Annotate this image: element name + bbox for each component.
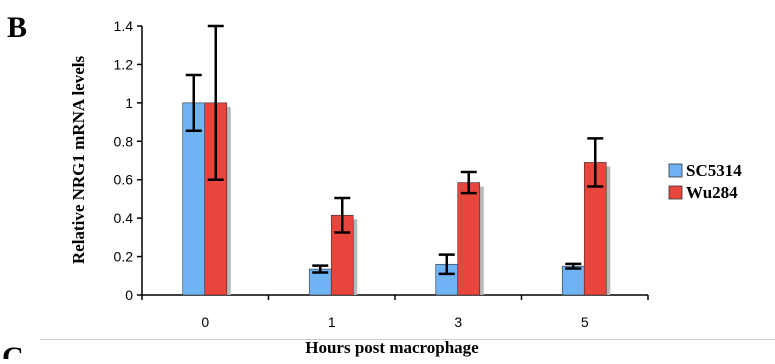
y-tick-label: 1.4 <box>114 18 134 34</box>
legend-label-sc5314: SC5314 <box>686 161 742 180</box>
y-tick-label: 0 <box>125 287 133 303</box>
y-tick-label: 1.2 <box>114 56 134 72</box>
legend: SC5314 Wu284 <box>668 161 742 202</box>
y-tick-label: 0.8 <box>114 133 134 149</box>
panel-label-b: B <box>7 11 27 44</box>
y-tick-label: 1 <box>125 95 133 111</box>
y-axis-title: Relative NRG1 mRNA levels <box>69 56 88 265</box>
bar-sc5314-5 <box>561 265 585 296</box>
legend-swatch-wu284 <box>668 185 683 200</box>
legend-swatch-sc5314 <box>668 163 683 178</box>
x-tick-label: 5 <box>581 314 589 330</box>
y-tick-label: 0.4 <box>114 210 134 226</box>
x-tick-label: 1 <box>328 314 336 330</box>
x-axis-title: Hours post macrophage <box>305 338 479 357</box>
bar-wu284-3 <box>457 182 481 296</box>
panel-label-c: C <box>2 341 24 359</box>
panel-c-border <box>40 339 775 340</box>
legend-label-wu284: Wu284 <box>686 183 738 202</box>
x-tick-label: 0 <box>201 314 209 330</box>
plot-area: 0 0.2 0.4 0.6 0.8 1 1.2 1.4 0 1 3 5 <box>114 18 649 330</box>
y-tick-label: 0.2 <box>114 249 134 265</box>
y-tick-label: 0.6 <box>114 172 134 188</box>
x-tick-label: 3 <box>454 314 462 330</box>
